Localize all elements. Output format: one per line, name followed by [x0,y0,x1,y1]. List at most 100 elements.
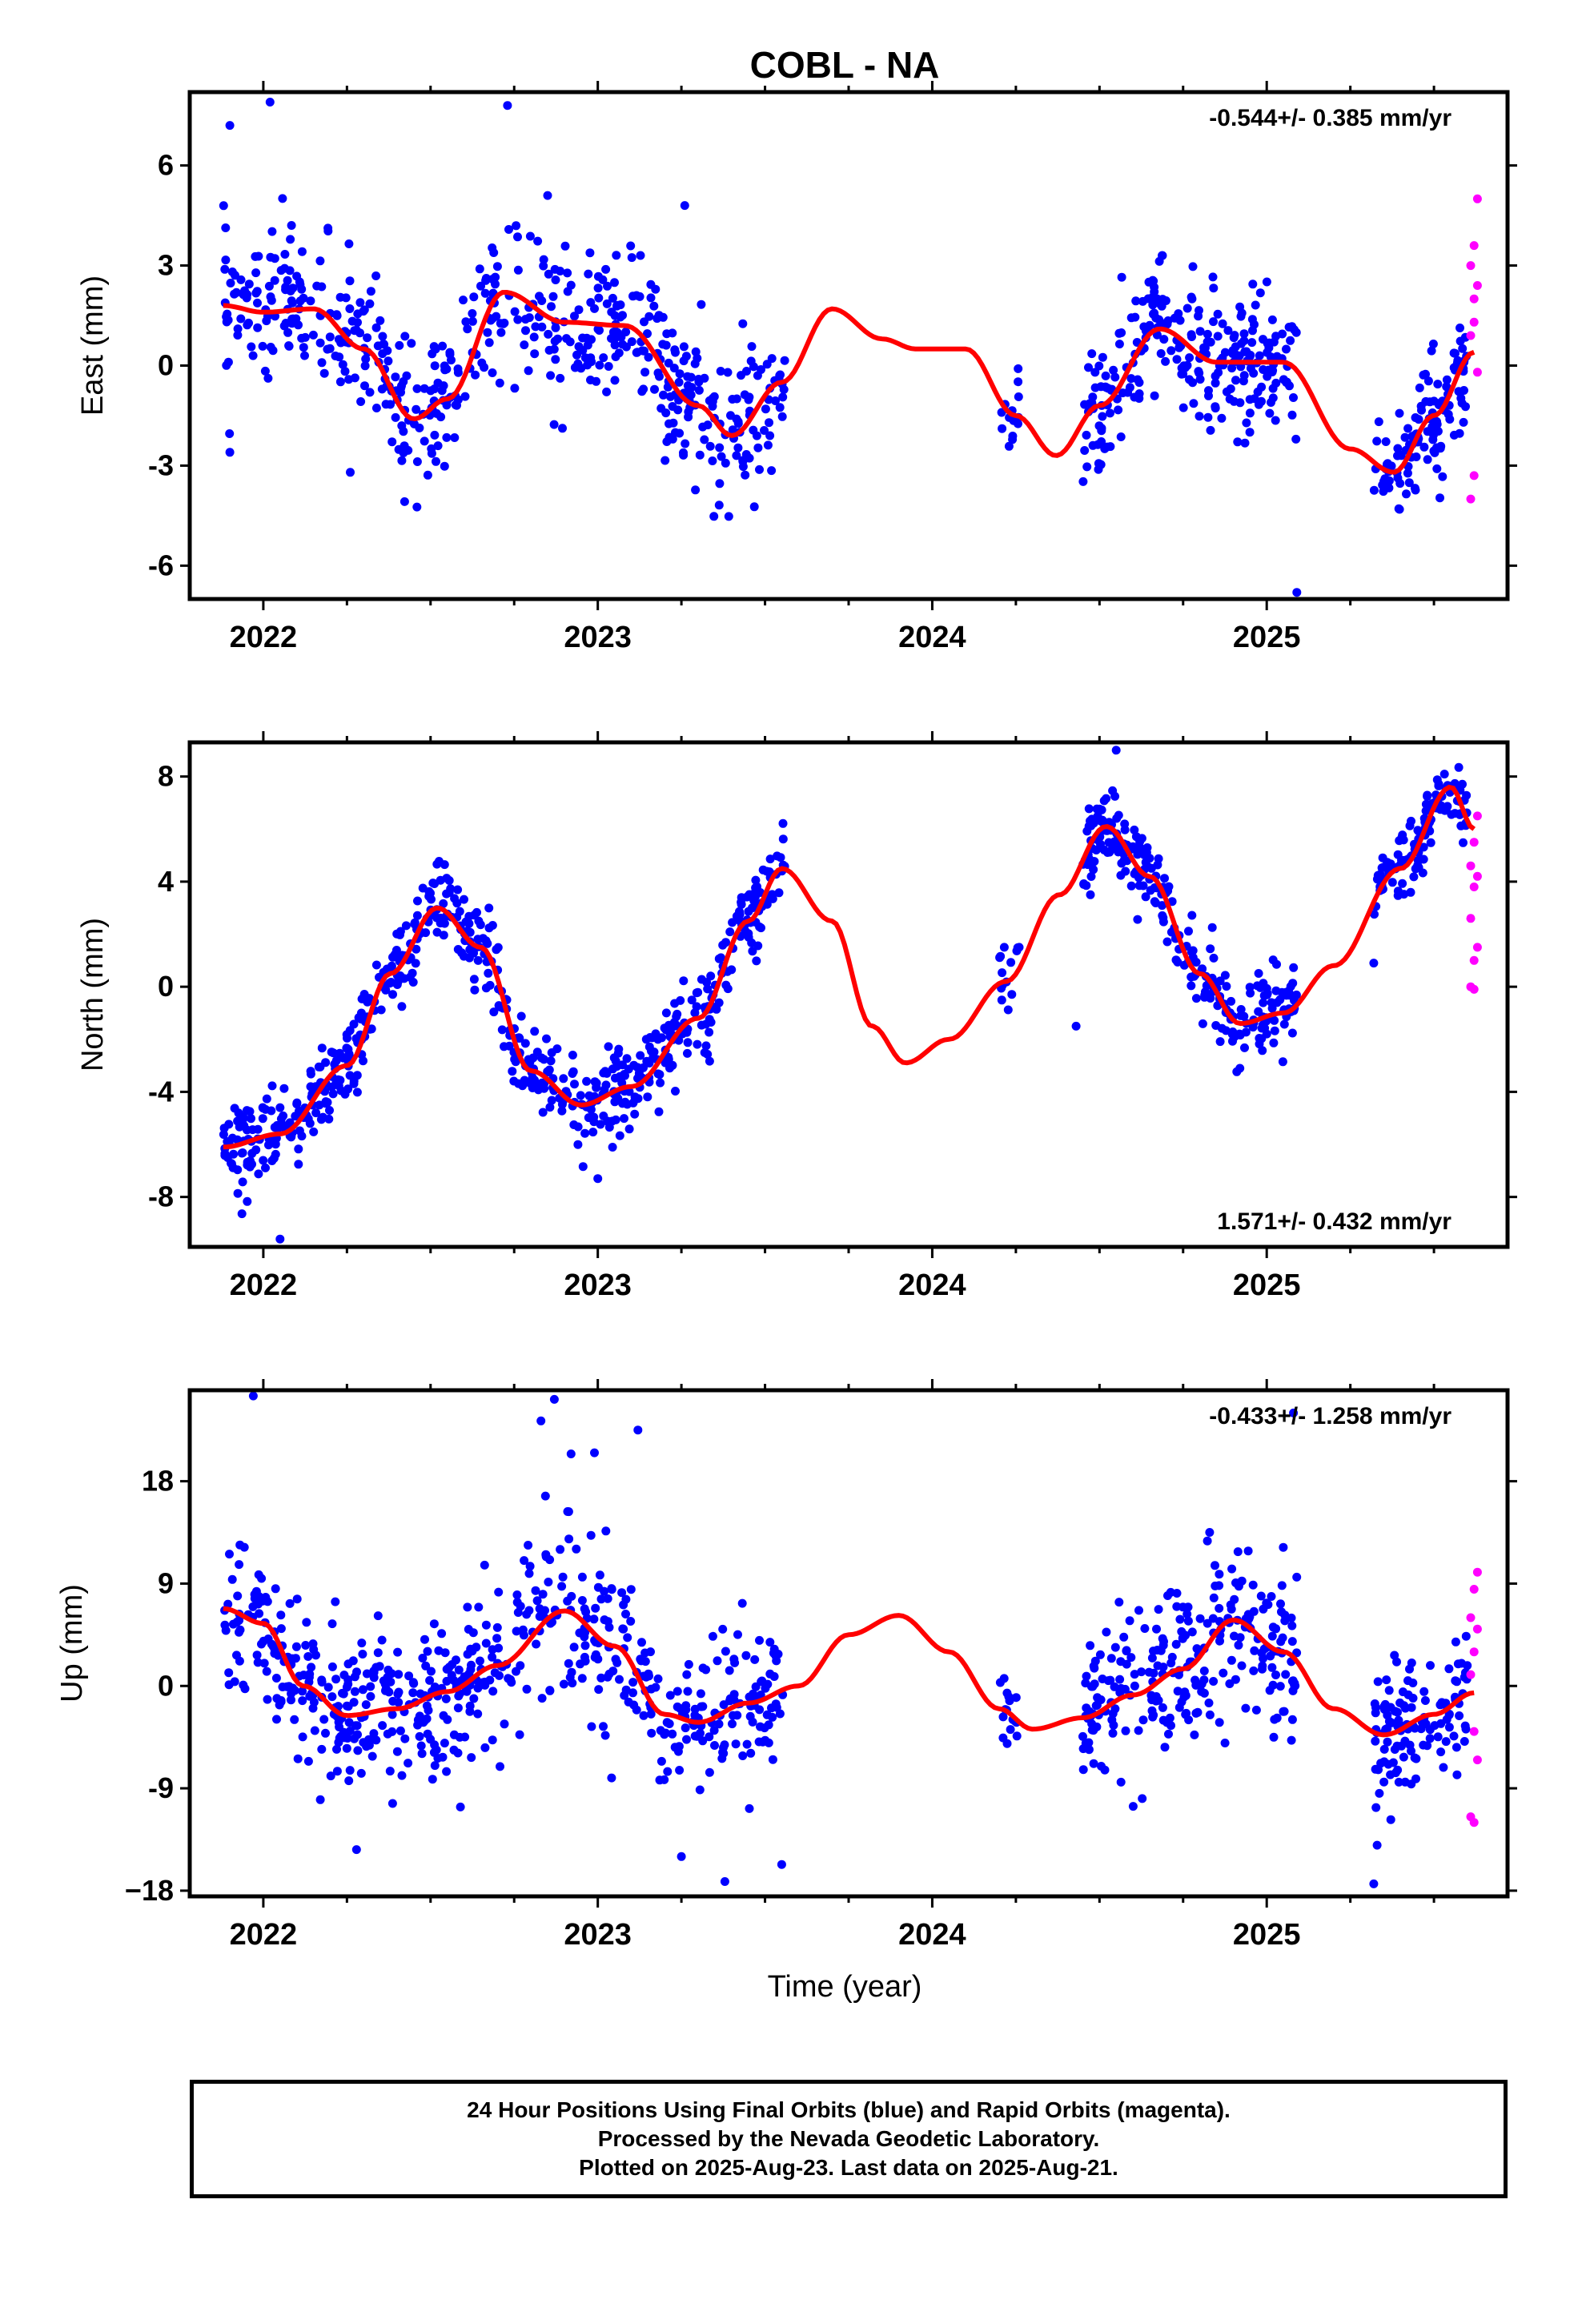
final-orbit-point [623,1100,632,1109]
final-orbit-point [512,1626,521,1636]
y-tick-label: -3 [148,448,174,481]
final-orbit-point [245,1162,255,1172]
final-orbit-point [547,302,556,312]
final-orbit-point [1381,437,1391,446]
final-orbit-point [1159,1637,1168,1647]
final-orbit-point [575,1628,584,1638]
final-orbit-point [1249,368,1259,378]
final-orbit-point [1130,869,1139,879]
final-orbit-point [543,1067,552,1076]
final-orbit-point [353,318,362,328]
final-orbit-point [481,1620,491,1630]
final-orbit-point [637,1638,646,1647]
final-orbit-point [460,895,468,904]
final-orbit-point [1130,825,1139,834]
final-orbit-point [1278,1057,1287,1067]
final-orbit-point [353,309,363,319]
final-orbit-point [1191,1675,1200,1685]
final-orbit-point [709,392,719,401]
final-orbit-point [530,1027,540,1036]
final-orbit-point [584,269,593,279]
final-orbit-point [453,885,463,895]
final-orbit-point [1440,806,1450,815]
final-orbit-point [1138,1794,1147,1803]
final-orbit-point [749,1689,758,1699]
final-orbit-point [728,918,737,927]
final-orbit-point [1245,408,1255,418]
final-orbit-point [1206,994,1215,1003]
final-orbit-point [1249,1666,1259,1675]
final-orbit-point [280,263,289,273]
final-orbit-point [586,1530,596,1540]
final-orbit-point [1229,396,1239,406]
final-orbit-point [768,1755,777,1764]
final-orbit-point [520,340,529,350]
final-orbit-point [647,1728,656,1738]
final-orbit-point [349,1079,359,1088]
final-orbit-point [512,1598,522,1607]
final-orbit-point [468,1628,478,1638]
final-orbit-point [240,1684,250,1694]
final-orbit-point [344,1049,354,1059]
final-orbit-point [1223,326,1233,336]
final-orbit-point [600,1615,609,1625]
final-orbit-point [295,296,305,306]
panel-2: 8 4 0 -4 -8 2022 2023 2024 2025 North (mm) 1.571+/… [76,731,1517,1302]
final-orbit-point [590,1448,599,1458]
final-orbit-point [307,1663,316,1672]
final-orbit-point [593,283,603,293]
final-orbit-point [1291,1681,1300,1691]
final-orbit-point [593,324,603,334]
final-orbit-point [646,279,656,289]
final-orbit-point [644,1059,654,1068]
final-orbit-point [674,377,684,387]
final-orbit-point [1087,1725,1097,1735]
final-orbit-point [301,1641,311,1650]
final-orbit-point [294,1160,303,1169]
final-orbit-point [610,340,620,350]
final-orbit-point [607,1773,616,1783]
final-orbit-point [1114,405,1123,415]
final-orbit-point [1093,811,1102,821]
final-orbit-point [1209,1677,1219,1686]
final-orbit-point [292,271,302,281]
final-orbit-point [1181,1710,1191,1719]
final-orbit-point [538,1590,548,1599]
final-orbit-point [323,223,333,233]
final-orbit-point [298,1696,307,1706]
final-orbit-point [1451,348,1460,358]
final-orbit-point [1084,1738,1094,1747]
final-orbit-point [1179,361,1189,371]
final-orbit-point [574,342,584,352]
final-orbit-point [1287,1028,1297,1038]
final-orbit-point [761,1683,770,1693]
final-orbit-point [495,1671,504,1680]
final-orbit-point [429,1619,439,1629]
final-orbit-point [465,945,475,955]
final-orbit-point [599,1722,608,1731]
final-orbit-point [705,441,715,451]
final-orbit-point [751,883,761,893]
final-orbit-point [1270,1015,1279,1025]
final-orbit-point [577,1674,587,1683]
final-orbit-point [1453,356,1463,365]
final-orbit-point [614,348,624,358]
final-orbit-point [469,1694,479,1703]
final-orbit-point [259,1104,268,1113]
final-orbit-point [291,314,301,324]
final-orbit-point [362,1669,371,1679]
final-orbit-point [618,1060,627,1070]
final-orbit-point [626,241,636,251]
final-orbit-point [430,361,440,371]
final-orbit-point [422,1701,432,1711]
final-orbit-point [1459,417,1468,427]
final-orbit-point [336,338,346,348]
final-orbit-point [765,418,773,428]
final-orbit-point [394,1698,404,1707]
final-orbit-point [1254,400,1263,409]
final-orbit-point [388,990,397,999]
final-orbit-point [1135,842,1145,852]
final-orbit-point [343,1084,353,1094]
final-orbit-point [400,1734,410,1743]
final-orbit-point [331,1055,341,1065]
